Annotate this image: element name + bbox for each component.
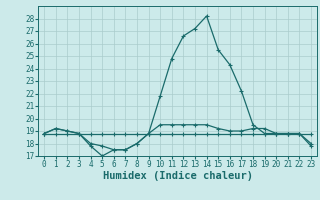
X-axis label: Humidex (Indice chaleur): Humidex (Indice chaleur)	[103, 171, 252, 181]
